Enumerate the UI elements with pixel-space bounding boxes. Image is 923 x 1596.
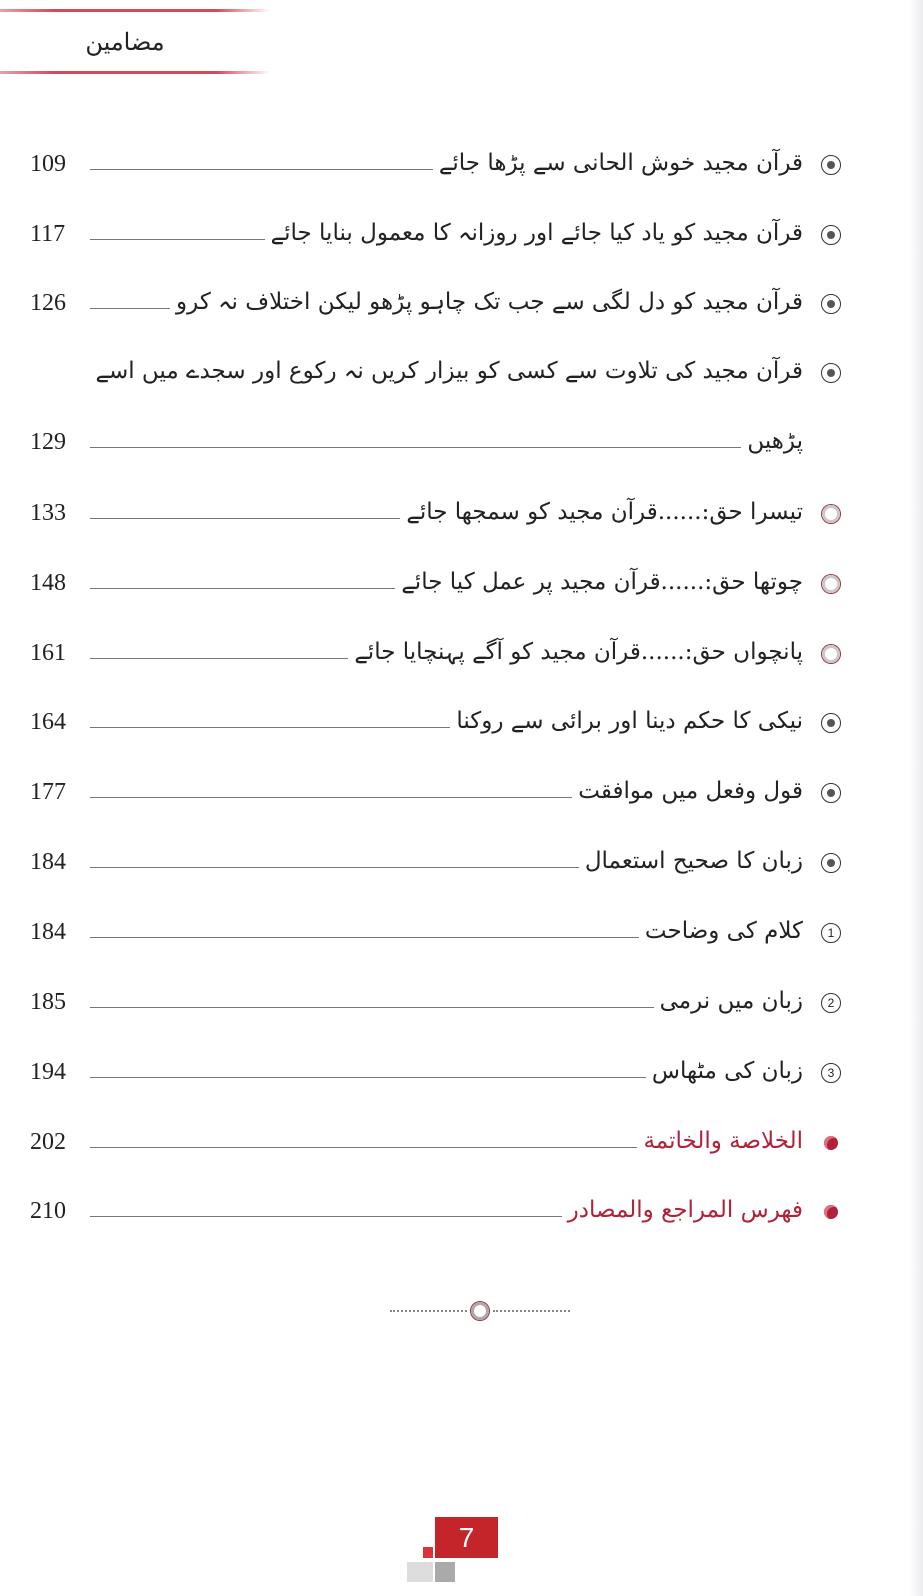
toc-entry[interactable]: قرآن مجید کو دل لگی سے جب تک چاہو پڑھو ل… <box>30 279 845 319</box>
target-icon <box>817 848 845 878</box>
red-dot-icon <box>817 1197 845 1227</box>
decor-square <box>435 1562 455 1582</box>
leader-line <box>90 447 742 448</box>
leader-line <box>90 308 171 309</box>
leader-line <box>90 169 433 170</box>
circled-number-icon: 3 <box>817 1058 845 1088</box>
toc-entry[interactable]: تیسرا حق:......قرآن مجید کو سمجھا جائے 13… <box>30 489 845 529</box>
bullet-spacer <box>817 428 845 458</box>
toc-entry[interactable]: الخلاصة والخاتمة 202 <box>30 1118 845 1158</box>
entry-page-number: 161 <box>30 640 66 666</box>
toc-entry[interactable]: قرآن مجید کو یاد کیا جائے اور روزانہ کا … <box>30 210 845 250</box>
decor-square <box>423 1547 433 1558</box>
toc-entry[interactable]: قرآن مجید خوش الحانی سے پڑھا جائے 109 <box>30 140 845 180</box>
entry-title: پانچواں حق:......قرآن مجید کو آگے پہنچای… <box>354 639 803 665</box>
toc-entry[interactable]: 3 زبان کی مٹھاس 194 <box>30 1048 845 1088</box>
target-icon <box>817 708 845 738</box>
leader-line <box>90 937 639 938</box>
entry-page-number: 133 <box>30 500 66 526</box>
ornamental-divider <box>390 1302 570 1320</box>
entry-title: زبان کا صحیح استعمال <box>584 848 803 874</box>
circled-number-icon: 2 <box>817 988 845 1018</box>
toc-entry[interactable]: چوتھا حق:......قرآن مجید پر عمل کیا جائے… <box>30 559 845 599</box>
toc-entry[interactable]: پانچواں حق:......قرآن مجید کو آگے پہنچای… <box>30 629 845 669</box>
leader-line <box>90 1216 562 1217</box>
toc-entry[interactable]: فهرس المراجع والمصادر 210 <box>30 1187 845 1227</box>
leader-line <box>90 518 401 519</box>
toc-entry[interactable]: قرآن مجید کی تلاوت سے کسی کو بیزار کریں … <box>30 348 845 388</box>
entry-page-number: 109 <box>30 151 66 177</box>
ring-icon <box>817 499 845 529</box>
entry-title: چوتھا حق:......قرآن مجید پر عمل کیا جائے <box>401 569 803 595</box>
entry-page-number: 184 <box>30 919 66 945</box>
entry-page-number: 202 <box>30 1129 66 1155</box>
leader-line <box>90 588 396 589</box>
ring-icon <box>817 569 845 599</box>
entry-title: فهرس المراجع والمصادر <box>567 1197 803 1223</box>
entry-title: قول وفعل میں موافقت <box>578 778 803 804</box>
leader-line <box>90 1007 654 1008</box>
page-title: مضامین <box>85 28 165 56</box>
entry-page-number: 129 <box>30 429 66 455</box>
leader-line <box>90 1077 646 1078</box>
entry-title: قرآن مجید خوش الحانی سے پڑھا جائے <box>438 150 803 176</box>
leader-line <box>90 797 573 798</box>
entry-page-number: 194 <box>30 1059 66 1085</box>
ring-icon <box>817 639 845 669</box>
target-icon <box>817 289 845 319</box>
toc-entry[interactable]: پڑھیں 129 <box>30 418 845 458</box>
page-number: 7 <box>435 1517 498 1558</box>
header-rule-bottom <box>0 71 270 74</box>
entry-title: زبان میں نرمی <box>659 988 803 1014</box>
entry-title: کلام کی وضاحت <box>644 918 803 944</box>
leader-line <box>90 658 349 659</box>
leader-line <box>90 867 579 868</box>
leader-line <box>90 727 451 728</box>
entry-title: تیسرا حق:......قرآن مجید کو سمجھا جائے <box>406 499 803 525</box>
red-dot-icon <box>817 1128 845 1158</box>
entry-page-number: 210 <box>30 1198 66 1224</box>
target-icon <box>817 358 845 388</box>
entry-title: الخلاصة والخاتمة <box>643 1128 803 1154</box>
entry-title: قرآن مجید کو یاد کیا جائے اور روزانہ کا … <box>270 220 803 246</box>
page-edge-shadow <box>909 0 923 1596</box>
toc-entry[interactable]: 1 کلام کی وضاحت 184 <box>30 908 845 948</box>
entry-page-number: 164 <box>30 709 66 735</box>
leader-line <box>90 1147 638 1148</box>
toc-entry[interactable]: 2 زبان میں نرمی 185 <box>30 978 845 1018</box>
entry-title: نیکی کا حکم دینا اور برائی سے روکنا <box>456 708 803 734</box>
toc-entry[interactable]: زبان کا صحیح استعمال 184 <box>30 838 845 878</box>
entry-page-number: 117 <box>30 221 66 247</box>
entry-title: زبان کی مٹھاس <box>651 1058 803 1084</box>
leader-line <box>90 239 265 240</box>
entry-page-number: 185 <box>30 989 66 1015</box>
toc-entry[interactable]: نیکی کا حکم دینا اور برائی سے روکنا 164 <box>30 698 845 738</box>
entry-title: پڑھیں <box>747 428 803 454</box>
decor-square <box>407 1562 433 1582</box>
circled-number-icon: 1 <box>817 918 845 948</box>
entry-title: قرآن مجید کی تلاوت سے کسی کو بیزار کریں … <box>95 358 803 384</box>
entry-title: قرآن مجید کو دل لگی سے جب تک چاہو پڑھو ل… <box>176 289 803 315</box>
entry-page-number: 148 <box>30 570 66 596</box>
entry-page-number: 126 <box>30 290 66 316</box>
target-icon <box>817 220 845 250</box>
ornament-icon <box>471 1302 489 1320</box>
header-rule-top <box>0 9 270 12</box>
entry-page-number: 184 <box>30 849 66 875</box>
target-icon <box>817 150 845 180</box>
target-icon <box>817 778 845 808</box>
entry-page-number: 177 <box>30 779 66 805</box>
toc-entry[interactable]: قول وفعل میں موافقت 177 <box>30 768 845 808</box>
